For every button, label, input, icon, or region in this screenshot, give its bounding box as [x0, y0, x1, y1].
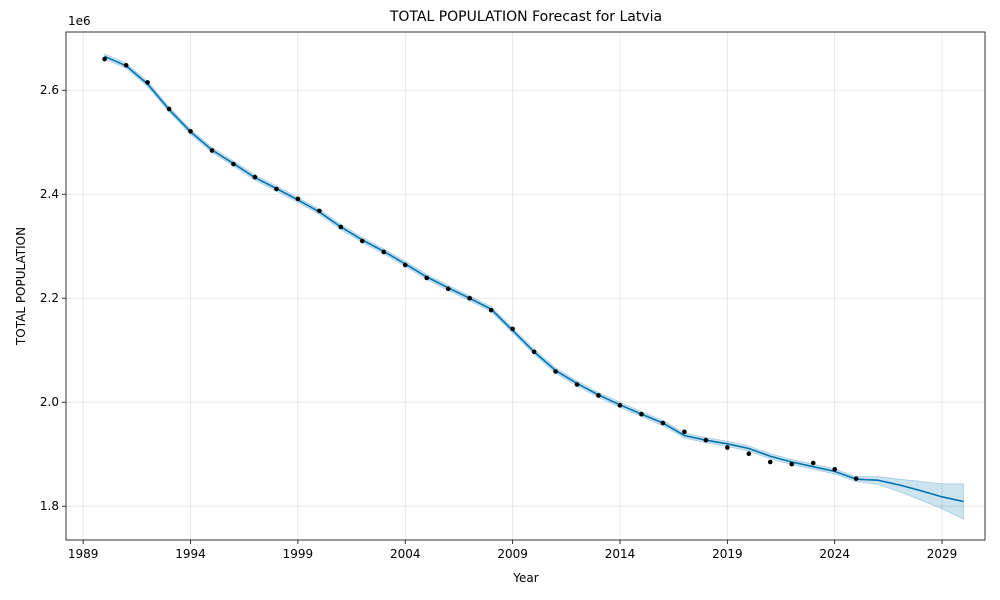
observed-point — [832, 466, 837, 472]
y-axis-label: TOTAL POPULATION — [14, 227, 28, 346]
observed-point — [252, 174, 258, 180]
observed-point — [703, 437, 709, 443]
observed-points-layer — [102, 56, 859, 481]
y-tick-label: 2.4 — [40, 187, 59, 201]
observed-point — [853, 476, 859, 481]
observed-point — [295, 196, 301, 202]
observed-point — [338, 224, 344, 230]
uncertainty-band-layer — [104, 53, 964, 520]
observed-point — [231, 161, 236, 167]
x-tick-label: 2009 — [497, 547, 528, 561]
observed-point — [553, 369, 558, 374]
grid — [66, 32, 985, 540]
x-tick-label: 1989 — [68, 547, 99, 561]
y-tick-label: 2.6 — [40, 83, 59, 97]
observed-point — [402, 262, 408, 268]
x-tick-label: 2004 — [390, 547, 421, 561]
x-tick-label: 2019 — [712, 547, 743, 561]
observed-point — [317, 208, 322, 214]
observed-point — [166, 106, 172, 112]
x-tick-label: 2014 — [605, 547, 636, 561]
observed-point — [660, 420, 666, 426]
observed-point — [617, 403, 623, 408]
chart-title: TOTAL POPULATION Forecast for Latvia — [389, 9, 662, 25]
observed-point — [531, 349, 537, 355]
observed-point — [488, 307, 494, 313]
observed-point — [574, 382, 580, 387]
observed-point — [381, 249, 387, 255]
uncertainty-band — [104, 53, 964, 520]
y-tick-label: 2.0 — [40, 395, 59, 409]
observed-point — [209, 148, 215, 153]
observed-point — [424, 275, 430, 281]
observed-point — [746, 451, 752, 456]
observed-point — [123, 62, 129, 68]
x-tick-label: 1999 — [283, 547, 314, 561]
observed-point — [188, 129, 193, 134]
observed-point — [510, 326, 515, 332]
observed-point — [767, 459, 773, 465]
x-tick-label: 2029 — [927, 547, 958, 561]
observed-point — [102, 56, 107, 62]
observed-point — [789, 461, 795, 467]
axes: 1989 1994 1999 2004 2009 2014 2019 2024 2029 1.8 2… — [40, 31, 986, 561]
observed-point — [725, 445, 730, 450]
x-axis-label: Year — [512, 571, 538, 585]
observed-point — [682, 429, 687, 435]
observed-point — [810, 460, 816, 466]
y-tick-label: 1.8 — [40, 499, 59, 513]
observed-point — [596, 393, 601, 398]
observed-point — [360, 238, 365, 244]
x-tick-label: 2024 — [819, 547, 850, 561]
observed-point — [145, 80, 150, 85]
observed-point — [467, 295, 472, 301]
plot-frame — [65, 31, 986, 541]
observed-point — [639, 411, 644, 417]
observed-point — [274, 186, 279, 192]
y-tick-label: 2.2 — [40, 291, 59, 305]
y-offset-label: 1e6 — [68, 14, 91, 28]
observed-point — [445, 286, 451, 292]
x-tick-label: 1994 — [175, 547, 206, 561]
